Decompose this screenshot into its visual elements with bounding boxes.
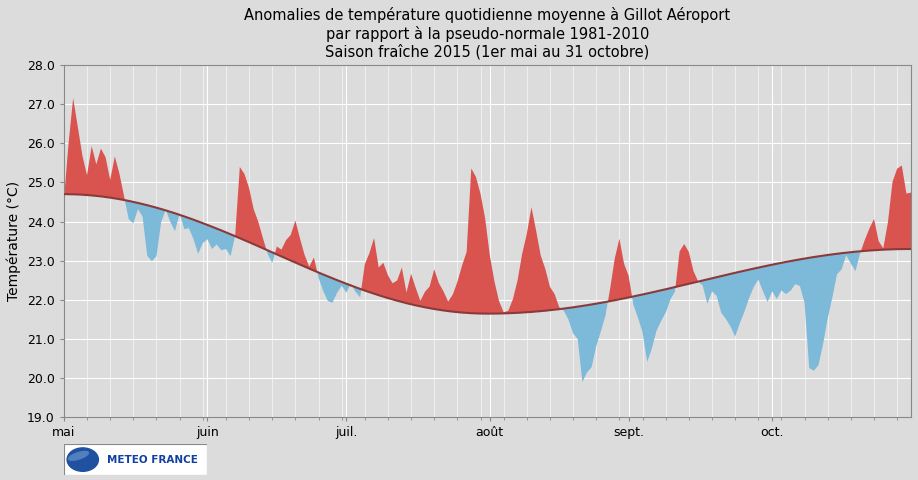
FancyBboxPatch shape xyxy=(64,444,207,475)
Ellipse shape xyxy=(67,448,98,471)
Y-axis label: Température (°C): Température (°C) xyxy=(7,181,21,301)
Ellipse shape xyxy=(69,451,88,460)
Text: METEO FRANCE: METEO FRANCE xyxy=(107,455,197,465)
Title: Anomalies de température quotidienne moyenne à Gillot Aéroport
par rapport à la : Anomalies de température quotidienne moy… xyxy=(244,7,731,60)
